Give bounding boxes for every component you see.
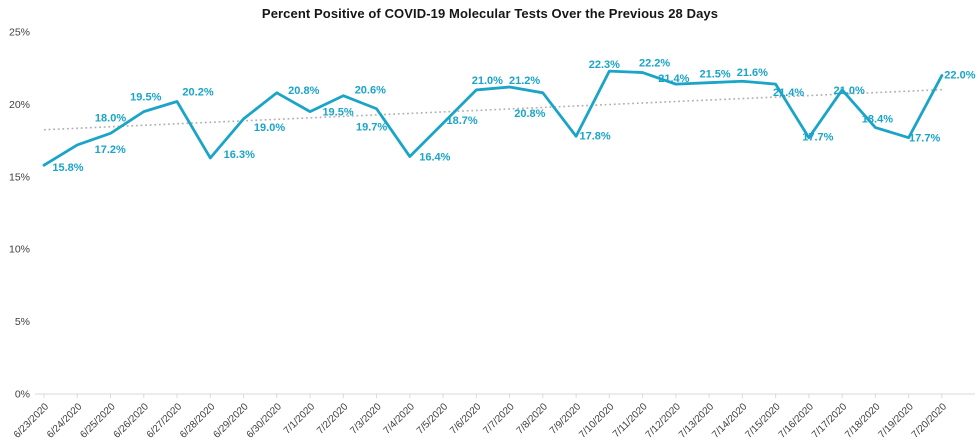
data-label: 22.2%	[639, 58, 670, 70]
data-label: 19.5%	[130, 92, 161, 104]
data-label: 16.3%	[224, 149, 255, 161]
x-axis-label: 6/24/2020	[45, 401, 85, 441]
y-axis-label: 15%	[9, 171, 30, 183]
y-axis-label: 5%	[15, 316, 30, 328]
x-axis-label: 7/6/2020	[448, 401, 484, 437]
x-axis-label: 7/20/2020	[910, 401, 950, 441]
data-label: 17.2%	[95, 144, 126, 156]
data-label: 15.8%	[52, 162, 83, 174]
chart-title: Percent Positive of COVID-19 Molecular T…	[261, 6, 719, 21]
data-label: 17.7%	[802, 132, 833, 144]
x-axis-label: 7/13/2020	[677, 401, 717, 441]
x-axis-label: 7/8/2020	[515, 401, 551, 437]
data-label: 20.2%	[182, 87, 213, 99]
x-axis-label: 6/29/2020	[211, 401, 251, 441]
x-axis-label: 6/25/2020	[78, 401, 118, 441]
data-label: 17.8%	[579, 130, 610, 142]
data-label: 16.4%	[419, 152, 450, 164]
x-axis-label: 7/4/2020	[382, 401, 418, 437]
data-label: 19.5%	[322, 107, 353, 119]
data-label: 21.6%	[737, 67, 768, 79]
x-axis-label: 7/15/2020	[743, 401, 783, 441]
data-label: 17.7%	[909, 133, 940, 145]
x-axis-label: 7/17/2020	[810, 401, 850, 441]
data-label: 21.0%	[472, 75, 503, 87]
data-label: 21.2%	[509, 75, 540, 87]
data-label: 19.0%	[254, 122, 285, 134]
data-label: 21.0%	[834, 85, 865, 97]
x-axis-label: 7/16/2020	[777, 401, 817, 441]
data-label: 19.7%	[356, 122, 387, 134]
x-axis-label: 7/19/2020	[877, 401, 917, 441]
data-label: 21.4%	[658, 73, 689, 85]
data-label: 22.3%	[589, 59, 620, 71]
data-label: 20.8%	[514, 108, 545, 120]
data-label: 21.4%	[773, 87, 804, 99]
data-label: 22.0%	[944, 69, 975, 81]
data-label: 20.6%	[355, 85, 386, 97]
y-axis-label: 0%	[15, 389, 30, 401]
data-label: 20.8%	[288, 85, 319, 97]
x-axis-label: 7/2/2020	[315, 401, 351, 437]
x-axis-label: 6/27/2020	[145, 401, 185, 441]
x-axis-label: 6/30/2020	[245, 401, 285, 441]
x-axis-label: 7/3/2020	[348, 401, 384, 437]
data-label: 18.4%	[862, 114, 893, 126]
x-axis-label: 6/23/2020	[12, 401, 52, 441]
y-axis-label: 10%	[9, 244, 30, 256]
y-axis-label: 25%	[9, 27, 30, 39]
data-label: 18.0%	[95, 112, 126, 124]
x-axis-label: 7/1/2020	[282, 401, 318, 437]
x-axis-label: 7/18/2020	[843, 401, 883, 441]
x-axis-label: 7/12/2020	[644, 401, 684, 441]
x-axis-label: 7/14/2020	[710, 401, 750, 441]
x-axis-label: 7/7/2020	[481, 401, 517, 437]
data-label: 18.7%	[446, 115, 477, 127]
x-axis-label: 6/28/2020	[178, 401, 218, 441]
x-axis-label: 6/26/2020	[112, 401, 152, 441]
series-line	[42, 69, 944, 167]
y-axis-label: 20%	[9, 99, 30, 111]
data-label: 21.5%	[700, 69, 731, 81]
x-axis-label: 7/10/2020	[577, 401, 617, 441]
trendline	[43, 88, 942, 131]
x-axis-label: 7/5/2020	[415, 401, 451, 437]
